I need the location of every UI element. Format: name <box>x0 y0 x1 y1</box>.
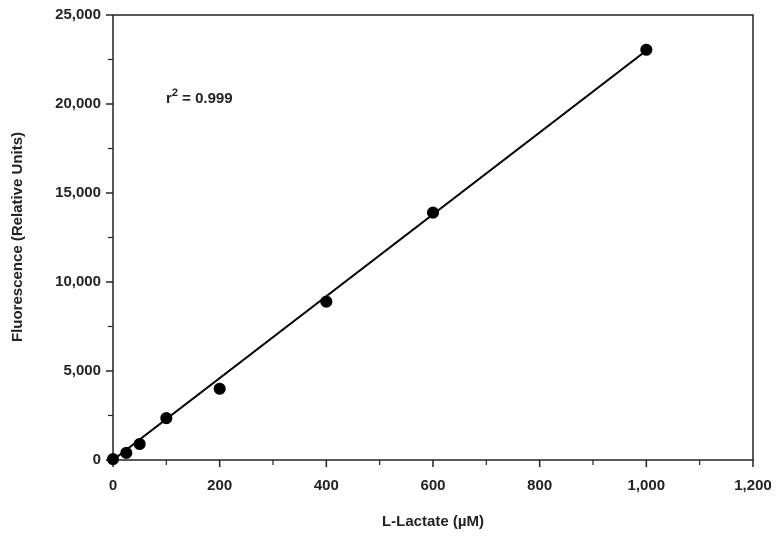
x-tick-label: 200 <box>207 477 232 494</box>
data-point <box>160 412 173 425</box>
data-point <box>107 453 119 466</box>
annotation-rest: = 0.999 <box>178 90 233 107</box>
x-tick-label: 400 <box>314 477 339 494</box>
y-tick-label: 25,000 <box>55 6 101 23</box>
y-tick-label: 5,000 <box>63 362 101 379</box>
data-point <box>320 295 333 308</box>
data-point <box>640 43 653 56</box>
data-point <box>213 382 226 395</box>
annotation-base: r <box>166 90 172 107</box>
fit-line <box>112 49 647 461</box>
y-tick-label: 10,000 <box>55 273 101 290</box>
y-tick-label: 20,000 <box>55 95 101 112</box>
data-point <box>427 206 439 219</box>
y-tick-label: 0 <box>93 451 101 468</box>
x-tick-label: 800 <box>527 477 552 494</box>
x-tick-label: 0 <box>109 477 117 494</box>
annotation-superscript: 2 <box>172 87 178 99</box>
x-tick-label: 1,000 <box>628 477 666 494</box>
data-point <box>120 446 133 459</box>
annotation: r2 = 0.999 <box>166 87 233 107</box>
data-point <box>133 437 146 450</box>
x-tick-label: 1,200 <box>734 477 772 494</box>
x-axis-label: L-Lactate (µM) <box>382 513 484 530</box>
y-axis-label: Fluorescence (Relative Units) <box>9 132 26 342</box>
x-tick-label: 600 <box>420 477 445 494</box>
plot-frame <box>112 14 754 461</box>
y-tick-label: 15,000 <box>55 184 101 201</box>
